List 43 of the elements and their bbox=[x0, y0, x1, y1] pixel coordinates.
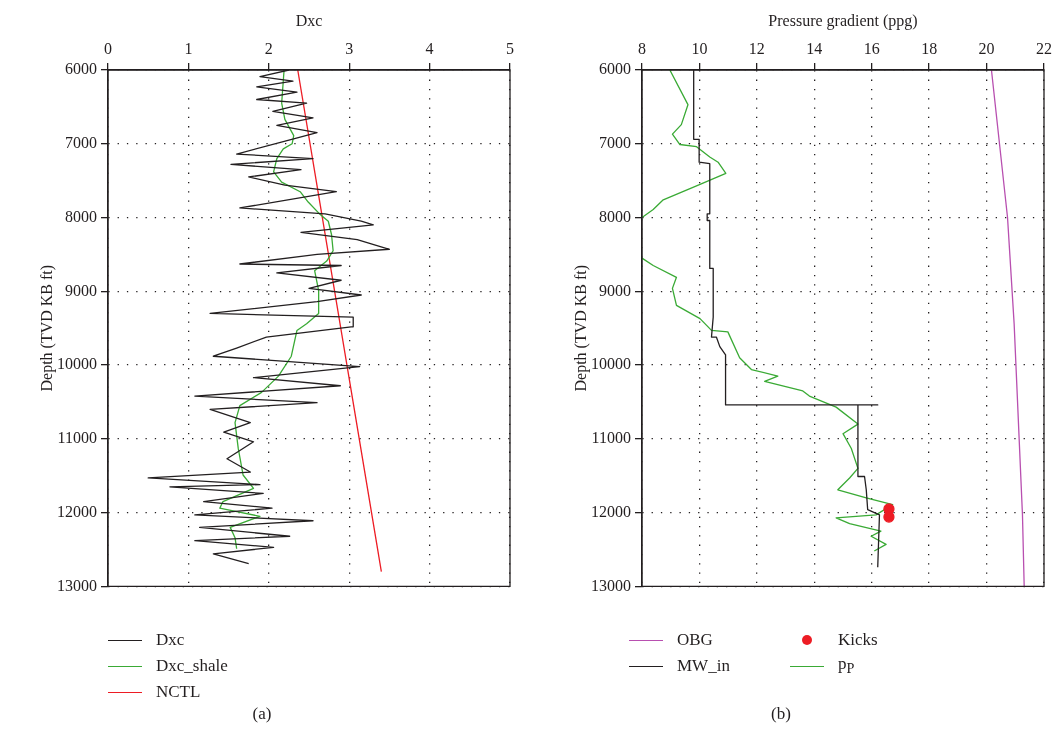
x-tick-label: 20 bbox=[978, 39, 995, 57]
y-axis-title: Depth (TVD KB ft) bbox=[571, 264, 590, 392]
text: (b) bbox=[770, 704, 792, 724]
x-tick-label: 2 bbox=[264, 39, 273, 57]
x-tick-label: 3 bbox=[345, 39, 354, 57]
y-tick-label: 9000 bbox=[65, 281, 97, 299]
x-tick-label: 4 bbox=[425, 39, 434, 57]
y-tick-label: 10000 bbox=[57, 355, 97, 373]
y-tick-label: 9000 bbox=[599, 281, 631, 299]
y-tick-label: 13000 bbox=[57, 576, 97, 594]
text: (a) bbox=[251, 704, 273, 724]
y-tick-label: 10000 bbox=[591, 355, 631, 373]
x-tick-label: 1 bbox=[184, 39, 193, 57]
legend-label: MW_in bbox=[677, 656, 730, 676]
y-tick-label: 7000 bbox=[599, 133, 631, 151]
x-axis-title: Dxc bbox=[295, 11, 323, 29]
x-tick-label: 12 bbox=[748, 39, 765, 57]
x-tick-label: 18 bbox=[921, 39, 938, 57]
y-tick-label: 11000 bbox=[591, 429, 631, 447]
legend-label: Dxc bbox=[156, 630, 185, 650]
legend-label: Kicks bbox=[837, 630, 878, 650]
y-tick-label: 13000 bbox=[591, 576, 631, 594]
x-tick-label: 10 bbox=[691, 39, 708, 57]
x-tick-label: 8 bbox=[638, 39, 646, 57]
x-tick-label: 0 bbox=[104, 39, 112, 57]
y-tick-label: 7000 bbox=[65, 133, 97, 151]
y-tick-label: 12000 bbox=[591, 502, 631, 520]
x-tick-label: 16 bbox=[863, 39, 880, 57]
y-tick-label: 8000 bbox=[599, 207, 631, 225]
x-tick-label: 22 bbox=[1036, 39, 1052, 57]
y-tick-label: 6000 bbox=[65, 60, 97, 78]
legend-label: OBG bbox=[677, 630, 713, 650]
legend-label: NCTL bbox=[156, 682, 201, 702]
x-tick-label: 14 bbox=[806, 39, 823, 57]
legend-label: p$_{P}$ bbox=[837, 654, 855, 678]
x-axis-title: Pressure gradient (ppg) bbox=[768, 11, 918, 30]
x-tick-label: 5 bbox=[506, 39, 514, 57]
y-tick-label: 6000 bbox=[599, 60, 631, 78]
legend-label: Dxc_shale bbox=[156, 656, 228, 676]
y-tick-label: 11000 bbox=[57, 429, 97, 447]
y-axis-title: Depth (TVD KB ft) bbox=[37, 264, 56, 392]
y-tick-label: 8000 bbox=[65, 207, 97, 225]
y-tick-label: 12000 bbox=[57, 502, 97, 520]
